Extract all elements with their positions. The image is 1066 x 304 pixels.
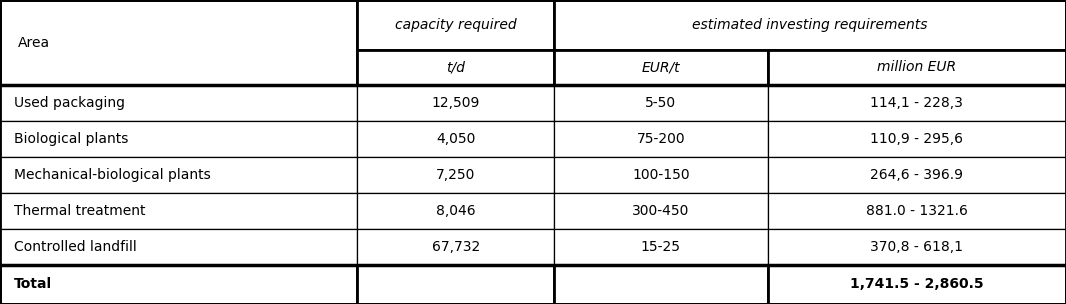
Bar bbox=[768, 85, 1066, 121]
Text: estimated investing requirements: estimated investing requirements bbox=[693, 18, 927, 32]
Bar bbox=[357, 157, 554, 193]
Text: 15-25: 15-25 bbox=[641, 240, 681, 254]
Bar bbox=[554, 229, 768, 265]
Text: Total: Total bbox=[14, 277, 52, 291]
Bar bbox=[768, 50, 1066, 85]
Bar bbox=[0, 193, 357, 229]
Text: Controlled landfill: Controlled landfill bbox=[14, 240, 138, 254]
Text: 8,046: 8,046 bbox=[436, 204, 475, 218]
Bar bbox=[768, 193, 1066, 229]
Text: 114,1 - 228,3: 114,1 - 228,3 bbox=[870, 96, 964, 110]
Text: 12,509: 12,509 bbox=[432, 96, 480, 110]
Text: million EUR: million EUR bbox=[877, 60, 956, 74]
Text: 110,9 - 295,6: 110,9 - 295,6 bbox=[870, 132, 964, 146]
Text: 300-450: 300-450 bbox=[632, 204, 690, 218]
Bar bbox=[357, 265, 554, 304]
Bar bbox=[357, 229, 554, 265]
Bar bbox=[0, 121, 357, 157]
Bar bbox=[554, 157, 768, 193]
Text: 67,732: 67,732 bbox=[432, 240, 480, 254]
Bar bbox=[0, 85, 357, 121]
Text: Thermal treatment: Thermal treatment bbox=[14, 204, 146, 218]
Bar bbox=[768, 265, 1066, 304]
Bar bbox=[768, 121, 1066, 157]
Bar bbox=[554, 265, 768, 304]
Bar bbox=[768, 229, 1066, 265]
Text: 4,050: 4,050 bbox=[436, 132, 475, 146]
Text: capacity required: capacity required bbox=[394, 18, 517, 32]
Bar bbox=[554, 193, 768, 229]
Bar bbox=[357, 50, 554, 85]
Text: 370,8 - 618,1: 370,8 - 618,1 bbox=[870, 240, 964, 254]
Bar bbox=[357, 193, 554, 229]
Text: Biological plants: Biological plants bbox=[14, 132, 129, 146]
Text: 5-50: 5-50 bbox=[645, 96, 677, 110]
Text: 1,741.5 - 2,860.5: 1,741.5 - 2,860.5 bbox=[850, 277, 984, 291]
Bar bbox=[554, 0, 1066, 50]
Bar bbox=[0, 265, 357, 304]
Bar bbox=[554, 50, 768, 85]
Text: 100-150: 100-150 bbox=[632, 168, 690, 182]
Bar bbox=[768, 157, 1066, 193]
Bar bbox=[0, 229, 357, 265]
Bar bbox=[357, 0, 554, 50]
Bar bbox=[554, 121, 768, 157]
Text: 75-200: 75-200 bbox=[636, 132, 685, 146]
Bar bbox=[554, 85, 768, 121]
Bar bbox=[0, 157, 357, 193]
Bar bbox=[357, 85, 554, 121]
Text: EUR/t: EUR/t bbox=[642, 60, 680, 74]
Text: Mechanical-biological plants: Mechanical-biological plants bbox=[14, 168, 211, 182]
Bar bbox=[357, 121, 554, 157]
Text: Used packaging: Used packaging bbox=[14, 96, 126, 110]
Text: t/d: t/d bbox=[447, 60, 465, 74]
Text: 881.0 - 1321.6: 881.0 - 1321.6 bbox=[866, 204, 968, 218]
Text: Area: Area bbox=[18, 36, 50, 50]
Bar bbox=[0, 0, 357, 85]
Text: 7,250: 7,250 bbox=[436, 168, 475, 182]
Text: 264,6 - 396.9: 264,6 - 396.9 bbox=[870, 168, 964, 182]
